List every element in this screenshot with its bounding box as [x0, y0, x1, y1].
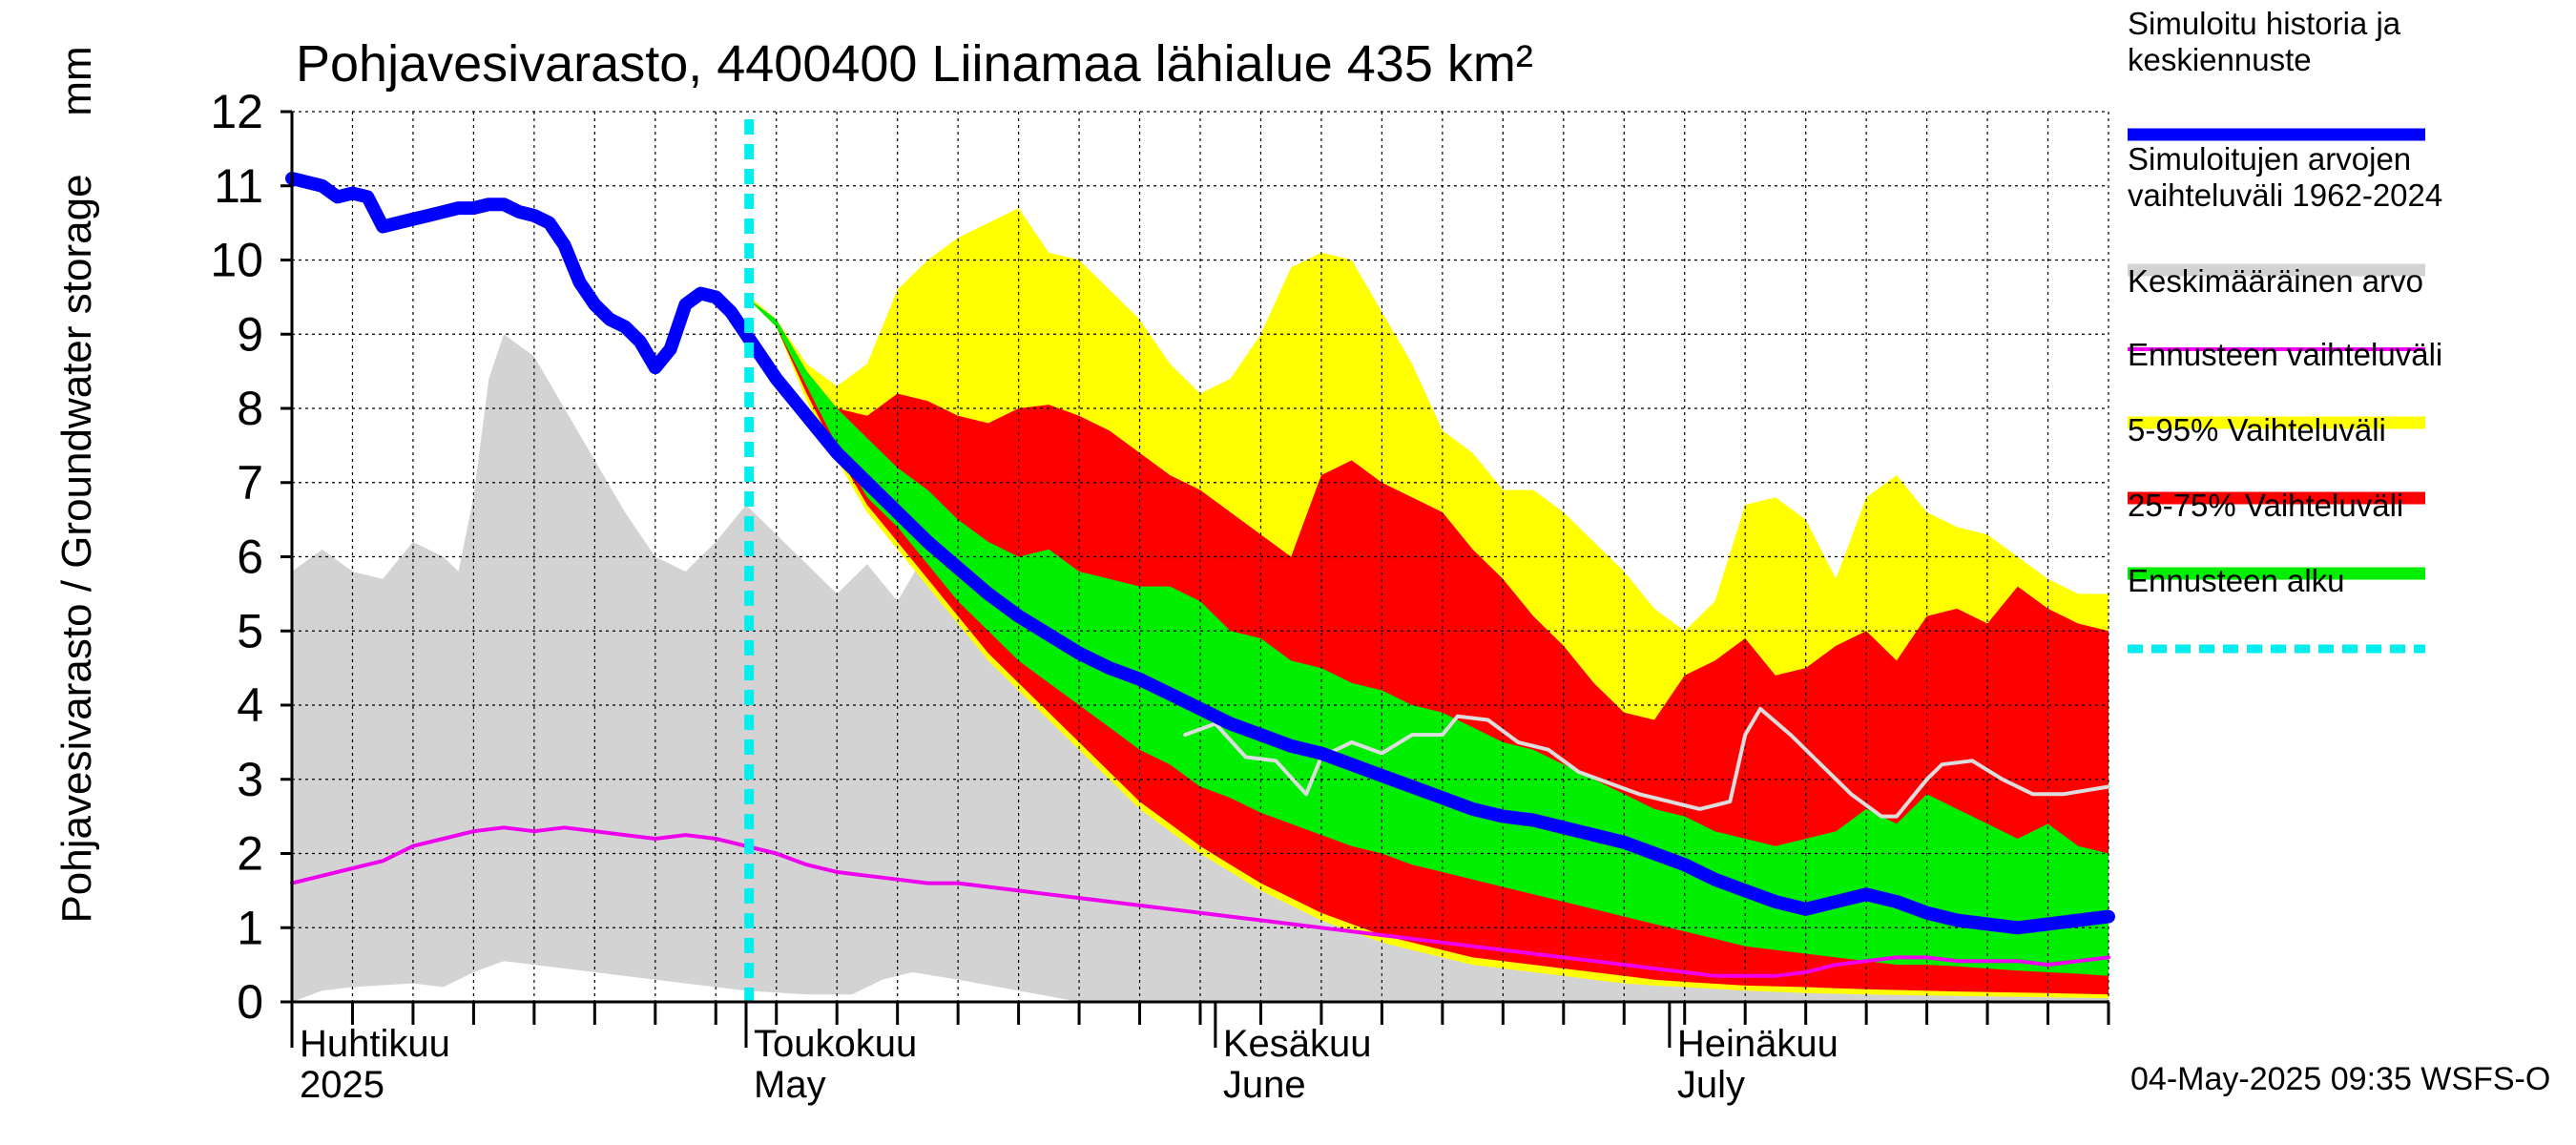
month-label-bottom: July	[1677, 1064, 1745, 1106]
history-median-line	[285, 172, 2115, 935]
legend-label: Keskimääräinen arvo	[2128, 263, 2423, 299]
y-tick-label: 10	[210, 234, 263, 287]
legend-label: keskiennuste	[2128, 42, 2312, 77]
month-label-top: Huhtikuu	[300, 1023, 450, 1065]
y-axis-label: Pohjavesivarasto / Groundwater storage	[53, 174, 100, 923]
grey-inner-line	[1183, 706, 2110, 819]
legend-label: 25-75% Vaihteluväli	[2128, 488, 2403, 523]
legend-label: Ennusteen alku	[2128, 563, 2345, 598]
month-label-top: Kesäkuu	[1223, 1023, 1372, 1065]
legend-label: Simuloitu historia ja	[2128, 6, 2401, 41]
y-tick-label: 4	[237, 678, 263, 732]
y-tick-label: 6	[237, 531, 263, 584]
y-tick-label: 9	[237, 307, 263, 361]
legend-label: 5-95% Vaihteluväli	[2128, 412, 2386, 448]
month-label-bottom: June	[1223, 1064, 1306, 1106]
y-tick-label: 2	[237, 827, 263, 881]
month-label-top: Toukokuu	[754, 1023, 917, 1065]
area-bands	[292, 208, 2109, 1002]
legend-label: Ennusteen vaihteluväli	[2128, 337, 2442, 372]
grid-lines	[292, 111, 2109, 1002]
month-label-top: Heinäkuu	[1677, 1023, 1839, 1065]
legend-label: vaihteluväli 1962-2024	[2128, 177, 2442, 213]
mean-line	[290, 825, 2110, 978]
footer-timestamp: 04-May-2025 09:35 WSFS-O	[2130, 1061, 2550, 1097]
y-tick-label: 11	[214, 159, 263, 213]
series-lines	[285, 119, 2115, 1002]
y-axis-unit: mm	[53, 46, 100, 115]
month-label-bottom: 2025	[300, 1064, 384, 1106]
y-tick-label: 8	[237, 382, 263, 435]
y-tick-label: 3	[237, 753, 263, 806]
y-tick-label: 1	[237, 901, 263, 954]
y-tick-label: 7	[237, 456, 263, 510]
chart-title: Pohjavesivarasto, 4400400 Liinamaa lähia…	[296, 35, 1533, 93]
p25-75-band	[746, 297, 2109, 976]
y-tick-label: 12	[210, 85, 263, 138]
history-range-band	[292, 334, 2109, 1002]
y-tick-label: 5	[237, 604, 263, 657]
axes: 0123456789101112Huhtikuu2025ToukokuuMayK…	[210, 85, 2110, 1106]
p5-95-band	[746, 297, 2109, 995]
y-tick-label: 0	[237, 975, 263, 1029]
legend-label: Simuloitujen arvojen	[2128, 141, 2411, 177]
month-label-bottom: May	[754, 1064, 826, 1106]
